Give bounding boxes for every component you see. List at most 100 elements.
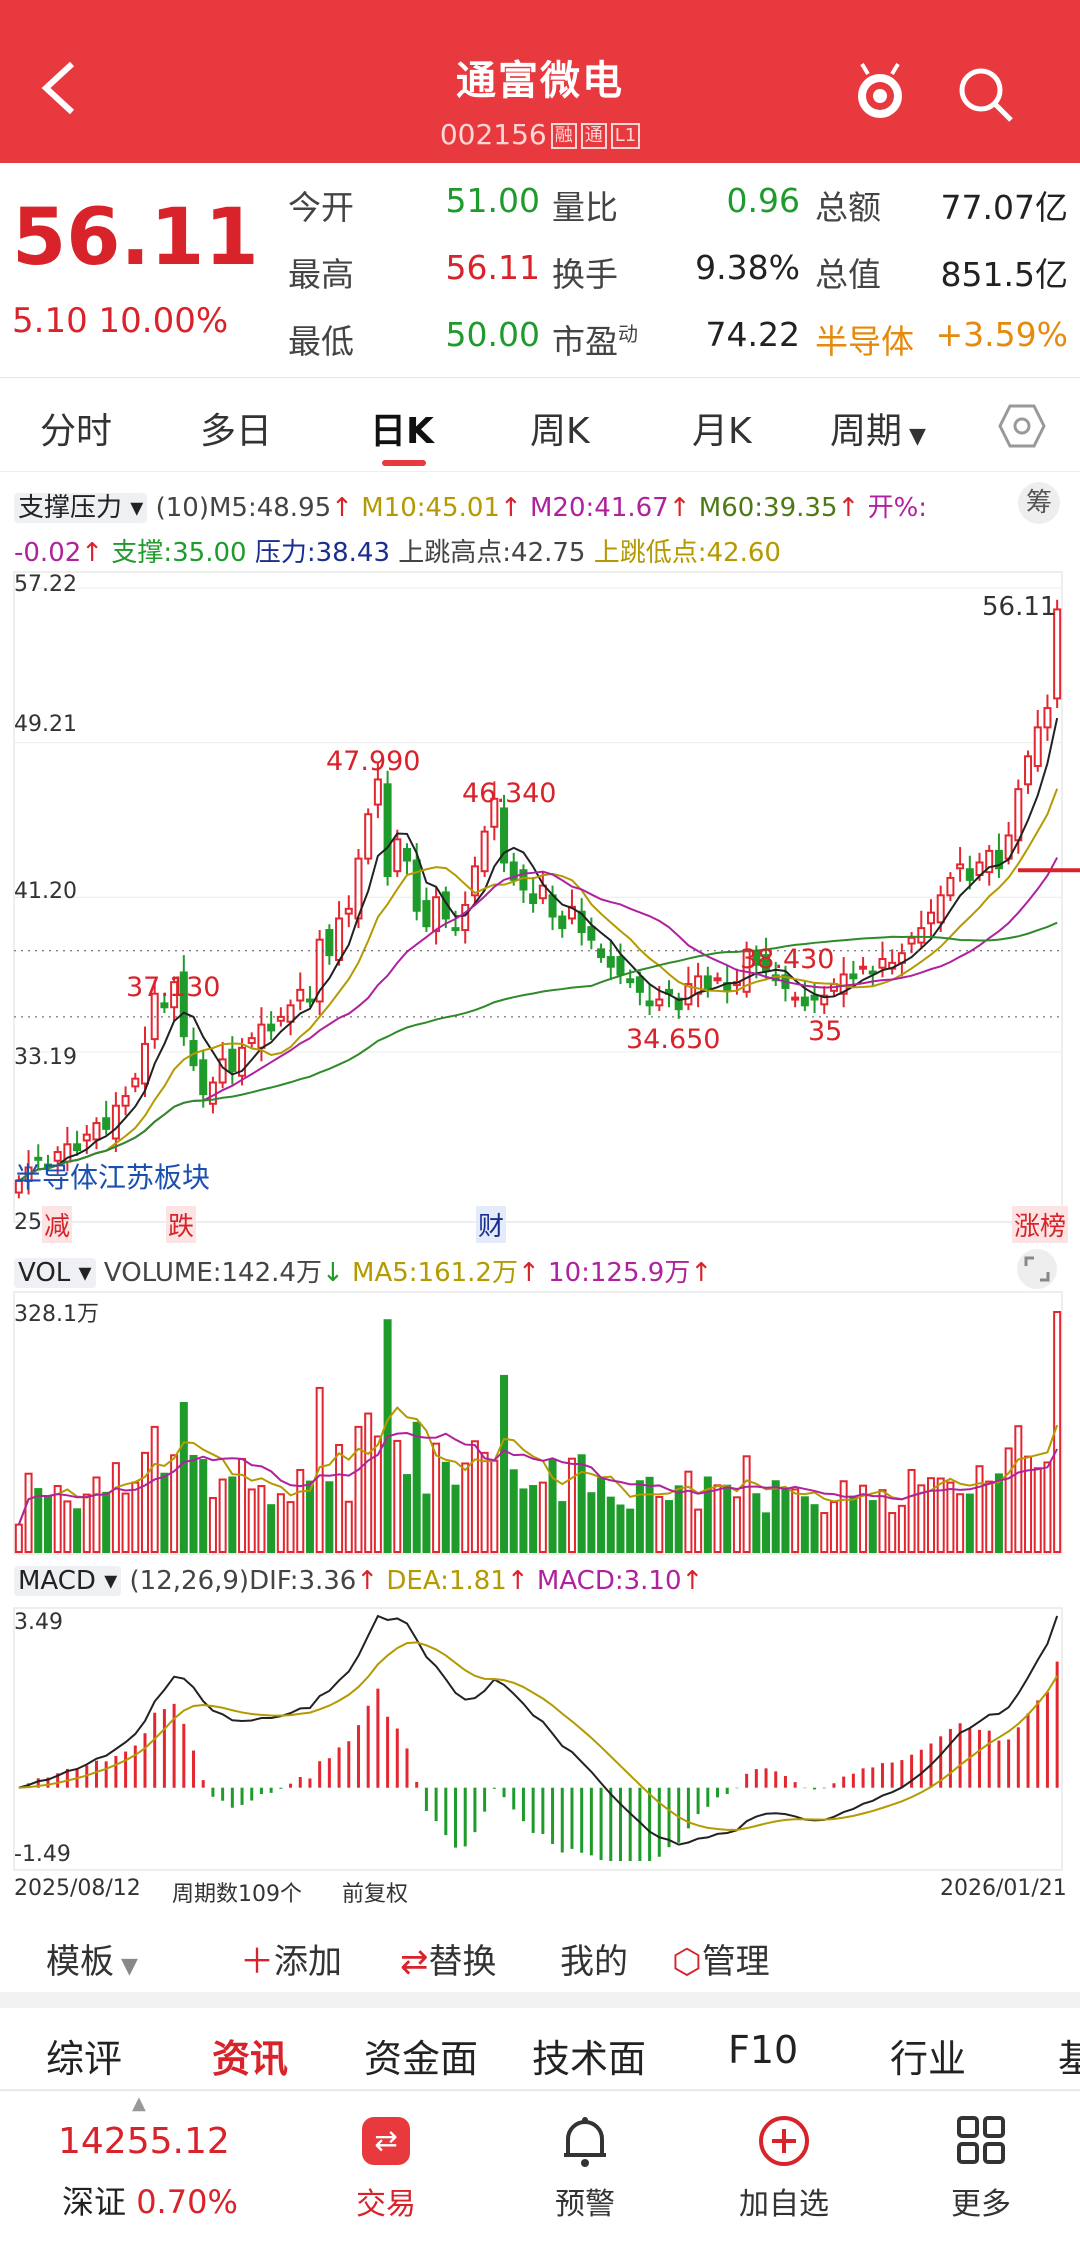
vol-select[interactable]: VOL ▾	[14, 1258, 96, 1288]
label-turnover-rate: 换手	[552, 255, 618, 294]
volume-bar	[490, 1459, 499, 1554]
subtab-overview[interactable]: 综评	[46, 2037, 123, 2081]
volume-bar	[189, 1454, 198, 1554]
label-volume-ratio: 量比	[552, 188, 618, 227]
settings-hexagon-icon[interactable]	[998, 402, 1046, 450]
subtab-news[interactable]: 资讯	[212, 2037, 289, 2081]
macd-value: MACD:3.10	[536, 1566, 682, 1596]
macd-select[interactable]: MACD ▾	[14, 1566, 122, 1596]
value-pe: 74.22	[705, 315, 800, 354]
label-pe: 市盈动	[552, 315, 638, 363]
mine-button[interactable]: 我的	[560, 1942, 628, 1982]
value-volume-ratio: 0.96	[726, 181, 800, 220]
nav-trade[interactable]: 交易	[356, 2187, 416, 2222]
macd-chart[interactable]	[0, 1606, 1080, 1874]
y-label-top: 57.22	[14, 572, 77, 597]
candle-body	[509, 861, 518, 881]
volume-bar	[723, 1484, 732, 1553]
caret-up-icon[interactable]: ▲	[132, 2093, 146, 2114]
template-button[interactable]: 模板 ▼	[46, 1934, 138, 1983]
grid-more-icon[interactable]	[956, 2115, 1006, 2165]
tab-period[interactable]: 周期 ▼	[830, 402, 926, 454]
volume-bar	[296, 1468, 305, 1553]
replace-button[interactable]: ⇄替换	[400, 1934, 497, 1983]
search-icon[interactable]	[955, 64, 1015, 124]
volume-bar	[14, 1523, 23, 1554]
add-button[interactable]: ＋添加	[240, 1934, 342, 1983]
candlestick-chart[interactable]	[0, 568, 1080, 1248]
volume-bar	[597, 1477, 606, 1553]
robot-assistant-icon[interactable]	[848, 60, 912, 124]
label-pe-sup: 动	[618, 322, 638, 346]
candle-body	[597, 948, 606, 959]
tab-daily-k[interactable]: 日K	[370, 411, 434, 452]
volume-bar	[470, 1440, 479, 1554]
volume-chart[interactable]	[0, 1290, 1080, 1558]
back-arrow-icon[interactable]	[36, 58, 86, 118]
sector-name[interactable]: 半导体	[815, 322, 914, 361]
up-arrow-icon: ↑	[690, 1258, 713, 1288]
volume-bar	[548, 1459, 557, 1553]
volume-bar	[616, 1504, 625, 1553]
section-separator	[0, 1992, 1080, 2008]
volume-bar	[674, 1485, 683, 1553]
marker-limit-up-list[interactable]: 涨榜	[1012, 1206, 1069, 1243]
tab-multi-day[interactable]: 多日	[200, 411, 273, 452]
marker-finance[interactable]: 财	[476, 1206, 507, 1243]
candle-body	[1014, 788, 1023, 842]
expand-icon[interactable]	[1016, 1248, 1058, 1290]
marker-reduce[interactable]: 减	[42, 1206, 73, 1243]
change-percent: 10.00%	[98, 301, 229, 341]
candle-body	[490, 797, 499, 828]
candle-body	[412, 859, 421, 912]
volume-bar	[703, 1476, 712, 1553]
candle-body	[470, 865, 479, 897]
candle-body	[364, 813, 373, 860]
manage-button[interactable]: ⬡管理	[672, 1934, 770, 1983]
chip-button[interactable]: 筹	[1018, 482, 1060, 524]
replace-label: 替换	[428, 1942, 497, 1982]
volume-bar	[849, 1495, 858, 1554]
sector-board-label[interactable]: 半导体江苏板块	[14, 1161, 211, 1194]
volume-bar	[344, 1500, 353, 1553]
volume-bar	[626, 1508, 635, 1553]
nav-add-watchlist[interactable]: 加自选	[739, 2187, 829, 2222]
nav-more[interactable]: 更多	[951, 2187, 1011, 2222]
volume-bar	[810, 1504, 819, 1554]
subtab-technical[interactable]: 技术面	[532, 2037, 647, 2081]
candle-body	[1024, 755, 1033, 786]
subtab-more[interactable]: 基	[1058, 2037, 1080, 2081]
candle-body	[82, 1133, 91, 1142]
ma60-value: M60:39.35	[698, 493, 838, 523]
candle-body	[218, 1058, 227, 1084]
indicator-legend-line2: -0.02↑ 支撑:35.00 压力:38.43 上跳高点:42.75 上跳低点…	[14, 532, 781, 569]
index-line[interactable]: 深证 0.70%	[62, 2177, 238, 2223]
subtab-industry[interactable]: 行业	[890, 2037, 967, 2081]
indicator-select[interactable]: 支撑压力 ▾	[14, 493, 148, 523]
candle-body	[703, 975, 712, 989]
up-arrow-icon: ↑	[499, 493, 522, 523]
volume-bar	[393, 1439, 402, 1553]
subtab-f10[interactable]: F10	[728, 2028, 799, 2072]
current-price: 56.11	[12, 193, 259, 283]
candle-body	[461, 903, 470, 932]
bell-icon[interactable]	[560, 2115, 610, 2169]
volume-bar	[1043, 1461, 1052, 1553]
tab-intraday[interactable]: 分时	[40, 411, 113, 452]
subtab-capital[interactable]: 资金面	[364, 2037, 479, 2081]
marker-drop[interactable]: 跌	[166, 1206, 197, 1243]
candle-body	[558, 915, 567, 930]
trade-icon[interactable]: ⇄	[362, 2117, 410, 2165]
candle-body	[422, 900, 431, 928]
tab-monthly-k[interactable]: 月K	[692, 411, 752, 452]
adjust-mode[interactable]: 前复权	[342, 1882, 409, 1907]
tab-weekly-k[interactable]: 周K	[530, 411, 590, 452]
indicator-name: 支撑压力	[18, 493, 123, 523]
add-label: 添加	[274, 1942, 342, 1982]
add-watchlist-icon[interactable]	[758, 2115, 810, 2167]
volume-bar	[762, 1512, 771, 1553]
volume-bar	[655, 1495, 664, 1553]
index-value[interactable]: 14255.12	[58, 2121, 230, 2162]
nav-alert[interactable]: 预警	[555, 2187, 615, 2222]
candle-body	[102, 1117, 111, 1130]
